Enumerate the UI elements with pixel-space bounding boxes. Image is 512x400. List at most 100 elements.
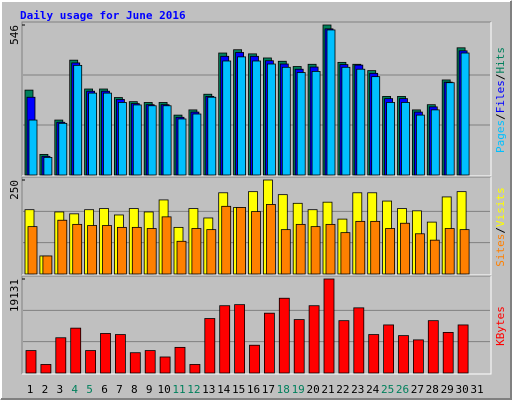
- bar: [117, 226, 127, 275]
- bar: [40, 364, 52, 374]
- bar: [129, 352, 141, 374]
- bar: [236, 207, 247, 275]
- bar: [132, 104, 142, 176]
- x-tick-label: 26: [396, 383, 409, 396]
- panel-bevel-light: [22, 276, 492, 375]
- bar: [385, 228, 396, 275]
- bar: [43, 157, 53, 176]
- bar: [219, 305, 231, 374]
- bar: [191, 228, 202, 275]
- panel-bevel-dark: [21, 176, 491, 275]
- x-tick-label: 17: [262, 383, 275, 396]
- bar: [42, 255, 53, 275]
- x-tick-label: 31: [470, 383, 483, 396]
- bar: [415, 114, 425, 176]
- bar: [263, 312, 275, 374]
- bar: [427, 320, 439, 374]
- bar: [266, 63, 276, 176]
- bar: [445, 82, 455, 176]
- bar: [189, 364, 201, 374]
- bar: [147, 105, 157, 176]
- x-tick-label: 3: [56, 383, 63, 396]
- bar: [457, 324, 469, 374]
- x-tick-label: 21: [321, 383, 334, 396]
- bar: [73, 64, 83, 176]
- x-tick-label: 22: [336, 383, 349, 396]
- bar: [206, 229, 217, 275]
- bar: [370, 220, 381, 275]
- bar: [252, 60, 261, 176]
- legend-entry: Hits: [494, 47, 507, 74]
- panel-bevel-dark: [21, 21, 491, 176]
- x-tick-label: 11: [172, 383, 185, 396]
- x-tick-label: 23: [351, 383, 364, 396]
- bar: [87, 225, 97, 275]
- bar: [355, 220, 366, 275]
- bar: [412, 339, 424, 374]
- x-tick-label: 6: [101, 383, 108, 396]
- bar: [341, 66, 351, 176]
- x-tick-label: 27: [411, 383, 424, 396]
- bar: [386, 102, 396, 176]
- bar: [401, 102, 410, 176]
- bar: [400, 222, 410, 275]
- legend-separator: /: [494, 113, 507, 120]
- x-tick-label: 12: [187, 383, 200, 396]
- bar: [144, 350, 156, 374]
- x-tick-label: 7: [116, 383, 123, 396]
- bar: [371, 76, 381, 176]
- x-tick-label: 14: [217, 383, 231, 396]
- bar: [176, 240, 187, 275]
- bar: [296, 72, 306, 176]
- x-tick-label: 29: [441, 383, 454, 396]
- x-tick-label: 24: [366, 383, 380, 396]
- x-tick-label: 1: [27, 383, 34, 396]
- bar: [207, 96, 217, 176]
- x-tick-label: 5: [86, 383, 93, 396]
- bar: [368, 334, 380, 374]
- legend-entry: Sites: [494, 234, 507, 267]
- bar: [102, 225, 112, 275]
- bar: [278, 297, 290, 374]
- bar: [237, 56, 247, 176]
- bar: [460, 52, 470, 176]
- bar: [356, 68, 366, 176]
- bar: [326, 29, 336, 176]
- bar: [204, 318, 216, 374]
- bar: [25, 350, 37, 374]
- legend-entry: KBytes: [494, 306, 507, 346]
- bar: [85, 350, 96, 374]
- bar: [88, 92, 97, 176]
- legend-entry: Files: [494, 80, 507, 113]
- x-tick-label: 13: [202, 383, 215, 396]
- bar: [57, 219, 68, 275]
- bar: [383, 324, 395, 374]
- legend: Sites/Visits: [494, 187, 507, 267]
- bar: [251, 211, 261, 275]
- x-tick-label: 20: [306, 383, 319, 396]
- bar: [325, 223, 336, 275]
- bar: [118, 102, 127, 176]
- bar: [115, 334, 126, 374]
- y-tick-label: 19131: [8, 279, 21, 312]
- bar: [338, 320, 350, 374]
- chart-title: Daily usage for June 2016: [20, 9, 186, 22]
- bar: [174, 346, 186, 374]
- bar: [280, 229, 291, 275]
- bar: [159, 356, 171, 374]
- bar: [310, 226, 321, 275]
- bar: [234, 304, 246, 374]
- bar: [131, 226, 142, 275]
- bar: [340, 232, 351, 275]
- bar: [414, 233, 425, 275]
- bar: [28, 119, 38, 176]
- x-tick-label: 4: [71, 383, 78, 396]
- bar: [353, 307, 365, 374]
- bar: [222, 60, 232, 176]
- bar: [58, 122, 68, 176]
- x-tick-label: 19: [292, 383, 305, 396]
- legend: Pages/Files/Hits: [494, 47, 507, 153]
